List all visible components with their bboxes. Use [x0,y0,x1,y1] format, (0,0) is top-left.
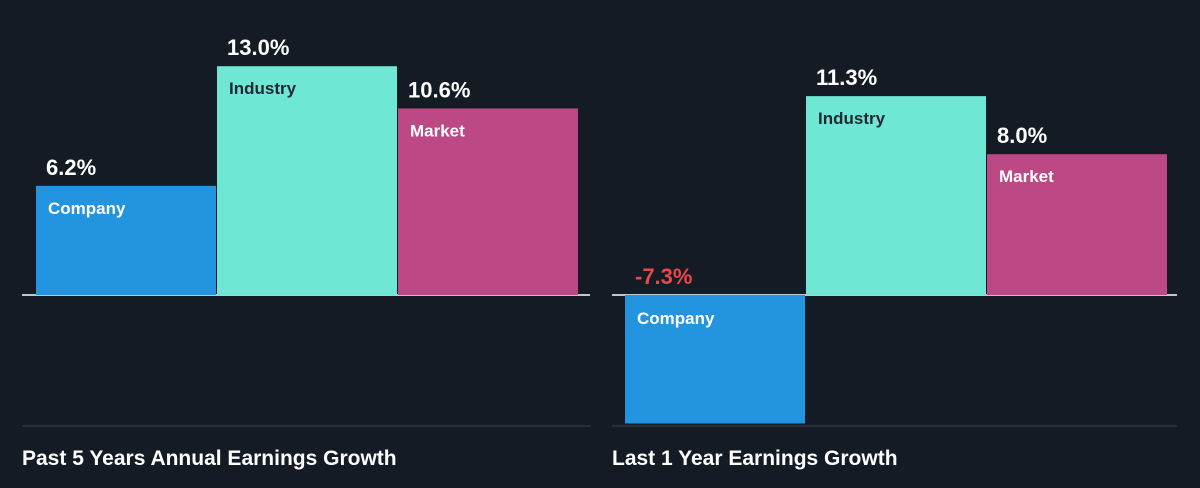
panel-2-bar-company [625,295,805,424]
panel-2-value-industry: 11.3% [816,65,877,90]
panel-2-category-industry: Industry [818,109,886,128]
panel-1-value-industry: 13.0% [227,35,289,60]
panel-1-category-market: Market [410,121,465,140]
panel-2-category-company: Company [637,309,715,328]
panel-1-labels: 6.2% Company 13.0% Industry 10.6% Market [46,35,470,218]
panel-2-bar-industry [806,96,986,296]
panel-1-category-industry: Industry [229,79,297,98]
panel-2-category-market: Market [999,167,1054,186]
panel-past-5-years: 6.2% Company 13.0% Industry 10.6% Market Past… [22,35,590,470]
panel-1-value-market: 10.6% [408,77,470,102]
panel-2-value-company: -7.3% [635,264,692,289]
panel-last-1-year: -7.3% Company 11.3% Industry 8.0% Market Last… [612,65,1177,470]
panel-2-bars [625,96,1167,424]
panel-1-title: Past 5 Years Annual Earnings Growth [22,447,397,470]
panel-1-bar-industry [217,66,397,295]
panel-1-value-company: 6.2% [46,155,96,180]
panel-2-labels: -7.3% Company 11.3% Industry 8.0% Market [635,65,1054,328]
panel-2-bar-market [987,154,1167,295]
panel-2-value-market: 8.0% [997,123,1047,148]
panel-2-title: Last 1 Year Earnings Growth [612,447,898,470]
panel-1-bar-company [36,185,216,295]
panel-1-category-company: Company [48,199,126,218]
panel-1-bar-market [398,108,578,295]
panel-1-bars [36,66,578,295]
